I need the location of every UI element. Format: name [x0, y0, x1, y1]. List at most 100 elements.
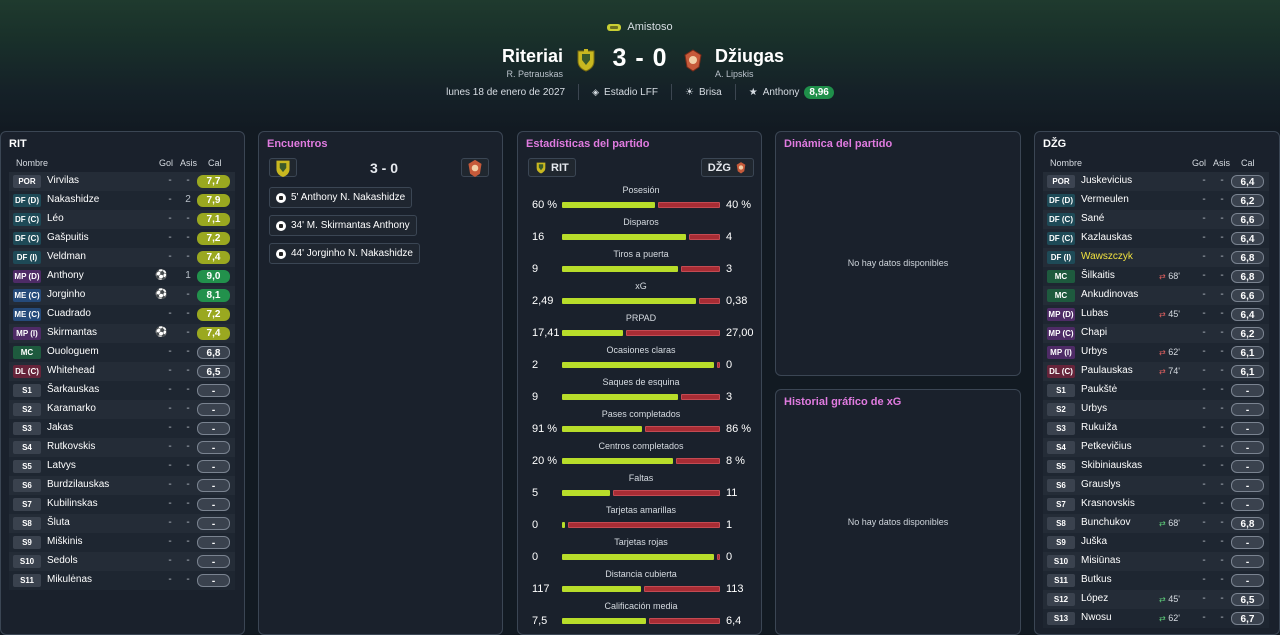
player-name[interactable]: Ankudinovas: [1081, 289, 1139, 300]
player-row[interactable]: DF (C) Sané - -6,6: [1043, 210, 1269, 229]
player-row[interactable]: S12 López ⇄ 45' - -6,5: [1043, 590, 1269, 609]
player-name[interactable]: Anthony: [47, 270, 84, 281]
player-name[interactable]: Bunchukov: [1081, 517, 1131, 528]
player-name[interactable]: Kazlauskas: [1081, 232, 1133, 243]
player-row[interactable]: MP (I) Skirmantas ⚽ -7,4: [9, 324, 235, 343]
player-name[interactable]: Sedols: [47, 555, 78, 566]
player-name[interactable]: Virvilas: [47, 175, 80, 186]
player-name[interactable]: Šarkauskas: [47, 384, 100, 395]
goal-event[interactable]: 5' Anthony N. Nakashidze: [269, 187, 413, 208]
player-name[interactable]: Šluta: [47, 517, 70, 528]
player-row[interactable]: S7 Kubilinskas - - -: [9, 495, 235, 514]
player-name[interactable]: Miškinis: [47, 536, 83, 547]
player-of-match[interactable]: ★ Anthony 8,96: [749, 85, 834, 99]
player-row[interactable]: ME (C) Jorginho ⚽ -8,1: [9, 286, 235, 305]
player-row[interactable]: MP (D) Lubas ⇄ 45' - -6,4: [1043, 305, 1269, 324]
goal-event[interactable]: 34' M. Skirmantas Anthony: [269, 215, 417, 236]
player-name[interactable]: Ouologuem: [47, 346, 99, 357]
player-name[interactable]: Burdzilauskas: [47, 479, 110, 490]
player-name[interactable]: Krasnovskis: [1081, 498, 1135, 509]
player-name[interactable]: Jorginho: [47, 289, 86, 300]
col-gol[interactable]: Gol: [1192, 158, 1207, 168]
stadium[interactable]: ◈ Estadio LFF: [592, 87, 658, 98]
player-name[interactable]: Chapi: [1081, 327, 1108, 338]
player-row[interactable]: S7 Krasnovskis - - -: [1043, 495, 1269, 514]
player-row[interactable]: S10 Sedols - - -: [9, 552, 235, 571]
player-row[interactable]: DF (C) Gašpuitis - -7,2: [9, 229, 235, 248]
player-name[interactable]: Paulauskas: [1081, 365, 1133, 376]
goal-event[interactable]: 44' Jorginho N. Nakashidze: [269, 243, 420, 264]
player-row[interactable]: MP (D) Anthony ⚽ 1 9,0: [9, 267, 235, 286]
player-name[interactable]: Nwosu: [1081, 612, 1112, 623]
col-cal[interactable]: Cal: [208, 158, 222, 168]
player-row[interactable]: DF (C) Kazlauskas - -6,4: [1043, 229, 1269, 248]
player-name[interactable]: Jakas: [47, 422, 74, 433]
player-row[interactable]: S6 Grauslys - - -: [1043, 476, 1269, 495]
player-name[interactable]: Rukuiža: [1081, 422, 1118, 433]
home-team-name[interactable]: Riteriai: [501, 46, 563, 66]
player-name[interactable]: Rutkovskis: [47, 441, 96, 452]
player-row[interactable]: S11 Butkus - - -: [1043, 571, 1269, 590]
player-name[interactable]: López: [1081, 593, 1109, 604]
player-name[interactable]: Sané: [1081, 213, 1105, 224]
player-row[interactable]: S3 Rukuiža - - -: [1043, 419, 1269, 438]
player-row[interactable]: DF (D) Nakashidze - 2 7,9: [9, 191, 235, 210]
player-row[interactable]: S4 Petkevičius - - -: [1043, 438, 1269, 457]
col-asis[interactable]: Asis: [1213, 158, 1231, 168]
player-row[interactable]: DF (C) Léo - -7,1: [9, 210, 235, 229]
player-name[interactable]: Skirmantas: [47, 327, 98, 338]
player-row[interactable]: S13 Nwosu ⇄ 62' - -6,7: [1043, 609, 1269, 628]
player-row[interactable]: DF (I) Veldman - -7,4: [9, 248, 235, 267]
player-name[interactable]: Cuadrado: [47, 308, 91, 319]
player-row[interactable]: MP (I) Urbys ⇄ 62' - -6,1: [1043, 343, 1269, 362]
player-row[interactable]: S2 Karamarko - - -: [9, 400, 235, 419]
player-name[interactable]: Misiūnas: [1081, 555, 1121, 566]
player-name[interactable]: Urbys: [1081, 403, 1108, 414]
player-row[interactable]: S1 Paukštė - - -: [1043, 381, 1269, 400]
player-row[interactable]: S6 Burdzilauskas - - -: [9, 476, 235, 495]
player-name[interactable]: Urbys: [1081, 346, 1108, 357]
col-cal[interactable]: Cal: [1241, 158, 1255, 168]
player-name[interactable]: Whitehead: [47, 365, 95, 376]
player-name[interactable]: Karamarko: [47, 403, 96, 414]
player-name[interactable]: Veldman: [47, 251, 86, 262]
player-name[interactable]: Léo: [47, 213, 64, 224]
col-asis[interactable]: Asis: [180, 158, 198, 168]
player-row[interactable]: DF (I) Wawszczyk - -6,8: [1043, 248, 1269, 267]
player-name[interactable]: Butkus: [1081, 574, 1112, 585]
player-name[interactable]: Juskevicius: [1081, 175, 1133, 186]
player-name[interactable]: Skibiniauskas: [1081, 460, 1143, 471]
player-row[interactable]: MP (C) Chapi - -6,2: [1043, 324, 1269, 343]
player-row[interactable]: DL (C) Paulauskas ⇄ 74' - -6,1: [1043, 362, 1269, 381]
player-name[interactable]: Juška: [1081, 536, 1108, 547]
player-name[interactable]: Vermeulen: [1081, 194, 1129, 205]
player-name[interactable]: Paukštė: [1081, 384, 1118, 395]
player-name[interactable]: Gašpuitis: [47, 232, 89, 243]
player-row[interactable]: POR Juskevicius - -6,4: [1043, 172, 1269, 191]
col-name[interactable]: Nombre: [1050, 158, 1083, 168]
player-name[interactable]: Mikulėnas: [47, 574, 93, 585]
player-row[interactable]: ME (C) Cuadrado - -7,2: [9, 305, 235, 324]
home-team[interactable]: Riteriai R. Petrauskas: [502, 46, 563, 79]
player-name[interactable]: Lubas: [1081, 308, 1109, 319]
player-row[interactable]: S10 Misiūnas - - -: [1043, 552, 1269, 571]
col-name[interactable]: Nombre: [16, 158, 49, 168]
player-row[interactable]: DL (C) Whitehead - -6,5: [9, 362, 235, 381]
player-row[interactable]: S8 Bunchukov ⇄ 68' - -6,8: [1043, 514, 1269, 533]
player-row[interactable]: DF (D) Vermeulen - -6,2: [1043, 191, 1269, 210]
player-row[interactable]: S3 Jakas - - -: [9, 419, 235, 438]
player-name[interactable]: Wawszczyk: [1081, 251, 1133, 262]
away-team[interactable]: Džiugas A. Lipskis: [715, 46, 784, 79]
player-name[interactable]: Grauslys: [1081, 479, 1121, 490]
player-row[interactable]: POR Virvilas - -7,7: [9, 172, 235, 191]
player-name[interactable]: Latvys: [47, 460, 76, 471]
player-row[interactable]: S2 Urbys - - -: [1043, 400, 1269, 419]
player-name[interactable]: Šilkaitis: [1081, 270, 1115, 281]
player-row[interactable]: S9 Juška - - -: [1043, 533, 1269, 552]
player-row[interactable]: S5 Latvys - - -: [9, 457, 235, 476]
player-row[interactable]: S11 Mikulėnas - - -: [9, 571, 235, 590]
player-row[interactable]: S4 Rutkovskis - - -: [9, 438, 235, 457]
player-row[interactable]: S5 Skibiniauskas - - -: [1043, 457, 1269, 476]
player-name[interactable]: Kubilinskas: [47, 498, 98, 509]
player-row[interactable]: MC Ouologuem - -6,8: [9, 343, 235, 362]
